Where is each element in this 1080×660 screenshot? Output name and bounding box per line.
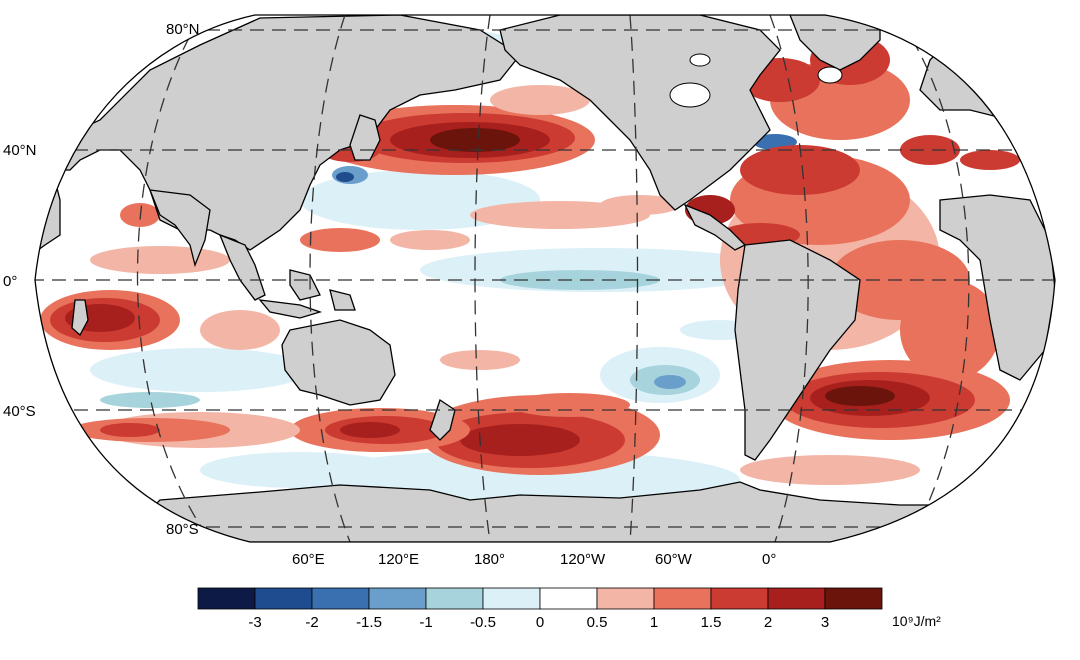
land <box>35 15 1055 542</box>
colorbar <box>197 587 883 610</box>
lakes <box>669 53 843 108</box>
colorbar-tick-label: 0.5 <box>587 614 608 631</box>
colorbar-tick-label: -1.5 <box>356 614 382 631</box>
lon-label-120w: 120°W <box>560 551 606 568</box>
colorbar-tick-label: -3 <box>248 614 261 631</box>
lon-label-60e: 60°E <box>292 551 325 568</box>
colorbar-swatch <box>710 587 769 610</box>
colorbar-swatch <box>824 587 883 610</box>
colorbar-swatch <box>482 587 541 610</box>
warming-anomaly-regions <box>40 33 1020 485</box>
colorbar-tick-label: 2 <box>764 614 772 631</box>
colorbar-swatch <box>197 587 256 610</box>
colorbar-tick-label: 1.5 <box>701 614 722 631</box>
lon-label-60w: 60°W <box>655 551 693 568</box>
colorbar-tick-label: 1 <box>650 614 658 631</box>
colorbar-tick-label: -2 <box>305 614 318 631</box>
colorbar-swatch <box>254 587 313 610</box>
lat-label-80n: 80°N <box>166 21 200 38</box>
colorbar-unit-label: 10⁹J/m² <box>892 613 941 629</box>
colorbar-tick-label: 3 <box>821 614 829 631</box>
colorbar-labels: -3 -2 -1.5 -1 -0.5 0 0.5 1 1.5 2 3 <box>248 614 829 631</box>
colorbar-swatch <box>368 587 427 610</box>
colorbar-tick-label: -0.5 <box>470 614 496 631</box>
lat-label-0: 0° <box>3 273 17 290</box>
globe-outline <box>34 14 1056 543</box>
lat-label-40s: 40°S <box>3 403 36 420</box>
lon-label-120e: 120°E <box>378 551 419 568</box>
colorbar-swatch <box>539 587 598 610</box>
colorbar-swatch <box>311 587 370 610</box>
lon-label-0: 0° <box>762 551 776 568</box>
lat-label-40n: 40°N <box>3 142 37 159</box>
lon-label-180: 180° <box>474 551 505 568</box>
colorbar-tick-label: 0 <box>536 614 544 631</box>
map-body <box>35 15 1055 542</box>
colorbar-swatch <box>425 587 484 610</box>
colorbar-swatch <box>653 587 712 610</box>
colorbar-swatch <box>596 587 655 610</box>
colorbar-tick-label: -1 <box>419 614 432 631</box>
colorbar-swatch <box>767 587 826 610</box>
lat-label-80s: 80°S <box>166 521 199 538</box>
